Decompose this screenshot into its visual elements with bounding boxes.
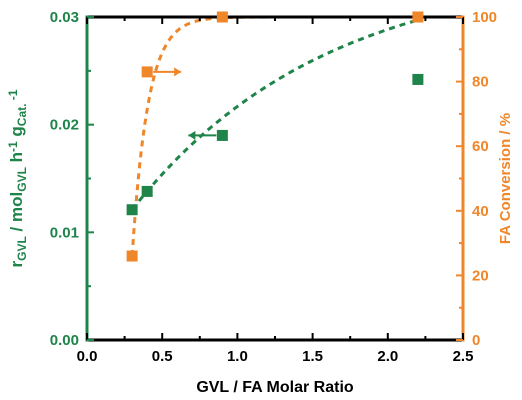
trend-line-conversion: [130, 15, 418, 257]
left-y-axis-title-part: -1: [6, 141, 20, 152]
x-tick-label: 0.5: [152, 348, 173, 365]
right-y-tick-label: 60: [472, 138, 489, 155]
axis-indicator-arrowhead: [174, 67, 182, 77]
x-tick-label: 0.0: [77, 348, 98, 365]
left-y-tick-label: 0.01: [50, 224, 79, 241]
rate-point: [126, 204, 138, 216]
left-y-axis-title-part: h: [7, 152, 26, 167]
right-y-tick-label: 0: [472, 332, 480, 349]
axis-indicator-arrowhead: [188, 130, 196, 140]
x-tick-label: 2.5: [453, 348, 474, 365]
left-y-axis-title-part: r: [7, 260, 26, 267]
conversion-point: [412, 11, 424, 23]
trend-line-rate: [130, 18, 419, 211]
rate-point: [412, 73, 424, 85]
right-y-tick-label: 100: [472, 9, 497, 26]
left-y-tick-label: 0.02: [50, 117, 79, 134]
x-tick-label: 2.0: [377, 348, 398, 365]
right-y-axis-title: FA Conversion / %: [497, 113, 514, 244]
right-y-tick-label: 80: [472, 74, 489, 91]
left-y-axis-title: rGVL / molGVL h-1 gCat. -1: [6, 89, 29, 267]
x-tick-label: 1.5: [302, 348, 323, 365]
conversion-point: [216, 11, 228, 23]
left-y-axis-title-part: -1: [6, 89, 20, 103]
left-y-axis-title-part: g: [7, 126, 26, 141]
x-axis-title: GVL / FA Molar Ratio: [196, 379, 354, 396]
rate-point: [141, 185, 153, 197]
left-y-tick-label: 0.00: [50, 332, 79, 349]
left-y-tick-label: 0.03: [50, 9, 79, 26]
left-y-axis-title-part: GVL: [15, 167, 29, 192]
left-y-axis-title-part: Cat.: [15, 104, 29, 127]
left-y-axis-title-part: / mol: [7, 192, 26, 236]
right-y-tick-label: 40: [472, 203, 489, 220]
conversion-point: [126, 250, 138, 262]
left-y-axis-title-part: GVL: [15, 236, 29, 261]
right-y-tick-label: 20: [472, 267, 489, 284]
conversion-point: [141, 66, 153, 78]
rate-point: [216, 129, 228, 141]
x-tick-label: 1.0: [227, 348, 248, 365]
